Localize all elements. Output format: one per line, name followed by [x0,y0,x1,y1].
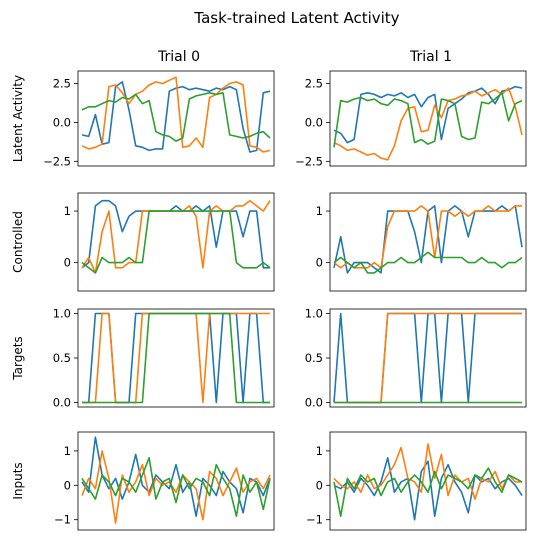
series-line-0 [333,312,522,404]
y-tick-label: 1.0 [53,306,71,320]
y-tick-label: 0 [64,478,71,492]
y-tick-label: −1 [306,513,323,527]
figure-title: Task-trained Latent Activity [193,9,399,27]
series-line-2 [82,312,270,404]
axes-frame [77,308,275,408]
y-tick-label: 0.0 [305,115,323,129]
axes-frame [329,192,527,292]
panel-row-0-trial-0: 2.5 0.0 −2.5 [43,70,275,168]
y-tick-label: 0 [316,478,323,492]
axes-frame [77,70,275,167]
y-tick-label: 1.0 [305,306,323,320]
y-tick-label: 1 [316,444,323,458]
series-line-1 [333,205,522,269]
panel-row-3-trial-1: 1 0 −1 [306,431,527,531]
series-line-2 [333,467,523,518]
y-tick-label: 0.0 [305,396,323,410]
y-tick-label: 0.5 [305,351,323,365]
series-line-2 [333,251,523,274]
y-tick-label: 0 [316,256,323,270]
y-tick-label: −2.5 [43,154,71,168]
axes-frame [329,431,527,531]
y-tick-label: 0 [64,256,71,270]
series-line-1 [333,87,523,161]
axes-frame [77,192,275,292]
series-line-2 [333,92,523,148]
y-tick-label: 1 [64,444,71,458]
y-tick-label: 1 [64,204,71,218]
y-tick-label: 0.5 [53,351,71,365]
panel-row-1-trial-0: 10 [64,192,275,292]
series-line-0 [81,436,271,518]
panel-row-2-trial-0: 1.0 0.5 0.0 [53,306,275,410]
panel-row-0-trial-1: 2.5 0.0 −2.5 [295,70,527,168]
y-tick-label: 0.0 [53,396,71,410]
y-tick-label: 1 [316,204,323,218]
axes-frame [329,70,527,167]
y-tick-label: −2.5 [295,154,323,168]
series-line-0 [333,456,523,521]
series-line-1 [334,312,522,404]
panels-grid: Latent Activity 2.5 0.0 −2.5 2.5 0.0 −2.5 Contr… [11,70,527,531]
axes-frame [77,431,275,531]
y-axis-label: Latent Activity [11,75,25,162]
series-line-1 [81,450,271,524]
y-axis-label: Controlled [11,211,25,273]
axes-frame [329,308,527,408]
y-tick-label: 0.0 [53,115,71,129]
panel-row-2-trial-1: 1.0 0.5 0.0 [305,306,527,410]
series-line-0 [333,85,523,144]
y-axis-label: Inputs [11,462,25,499]
y-tick-label: −1 [54,513,71,527]
series-line-0 [81,81,271,153]
y-axis-label: Targets [11,336,25,380]
series-line-2 [81,92,271,142]
series-line-2 [81,456,271,518]
y-tick-label: 2.5 [305,76,323,90]
panel-row-3-trial-0: 1 0 −1 [54,431,275,531]
series-line-2 [81,210,271,274]
panel-row-1-trial-1: 10 [316,192,527,292]
series-line-0 [81,199,270,269]
column-title-trial-1: Trial 1 [409,49,452,65]
y-tick-label: 2.5 [53,76,71,90]
series-line-1 [81,76,271,153]
column-title-trial-0: Trial 0 [157,49,200,65]
